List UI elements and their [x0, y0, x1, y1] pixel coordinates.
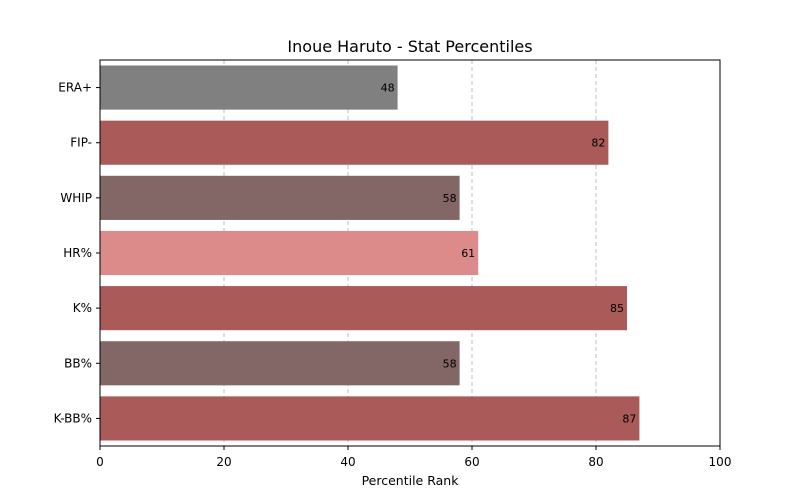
x-axis-label: Percentile Rank	[362, 473, 460, 488]
y-tick-label: WHIP	[60, 191, 92, 205]
x-tick-label: 20	[216, 455, 231, 469]
y-tick-label: BB%	[64, 356, 92, 370]
bar-value-label: 61	[461, 247, 475, 260]
bar-value-label: 48	[381, 82, 395, 95]
bar-value-label: 85	[610, 302, 624, 315]
x-tick-label: 80	[588, 455, 603, 469]
y-tick-label: K%	[73, 301, 92, 315]
bars-layer: 48 82 58 61 85 58 87	[100, 65, 640, 441]
y-tick-label: ERA+	[58, 81, 92, 95]
bar-value-label: 58	[443, 357, 457, 370]
bar	[100, 286, 627, 331]
x-tick-label: 0	[96, 455, 104, 469]
bar	[100, 230, 479, 276]
bar-value-label: 58	[443, 192, 457, 205]
bar-value-label: 82	[591, 137, 605, 150]
bar	[100, 65, 398, 110]
y-tick-label: HR%	[63, 246, 92, 260]
y-tick-label: K-BB%	[54, 411, 92, 425]
bar-value-label: 87	[622, 412, 636, 425]
bar	[100, 175, 460, 220]
chart-title: Inoue Haruto - Stat Percentiles	[287, 37, 532, 56]
axis-layer: 0 20 40 60 80 100 ERA+ FIP- WHIP HR% K% BB% K-BB%	[54, 81, 732, 469]
x-tick-label: 40	[340, 455, 355, 469]
x-tick-label: 60	[464, 455, 479, 469]
y-tick-label: FIP-	[70, 136, 92, 150]
bar	[100, 120, 609, 165]
bar	[100, 396, 640, 441]
bar	[100, 341, 460, 386]
x-tick-label: 100	[709, 455, 732, 469]
